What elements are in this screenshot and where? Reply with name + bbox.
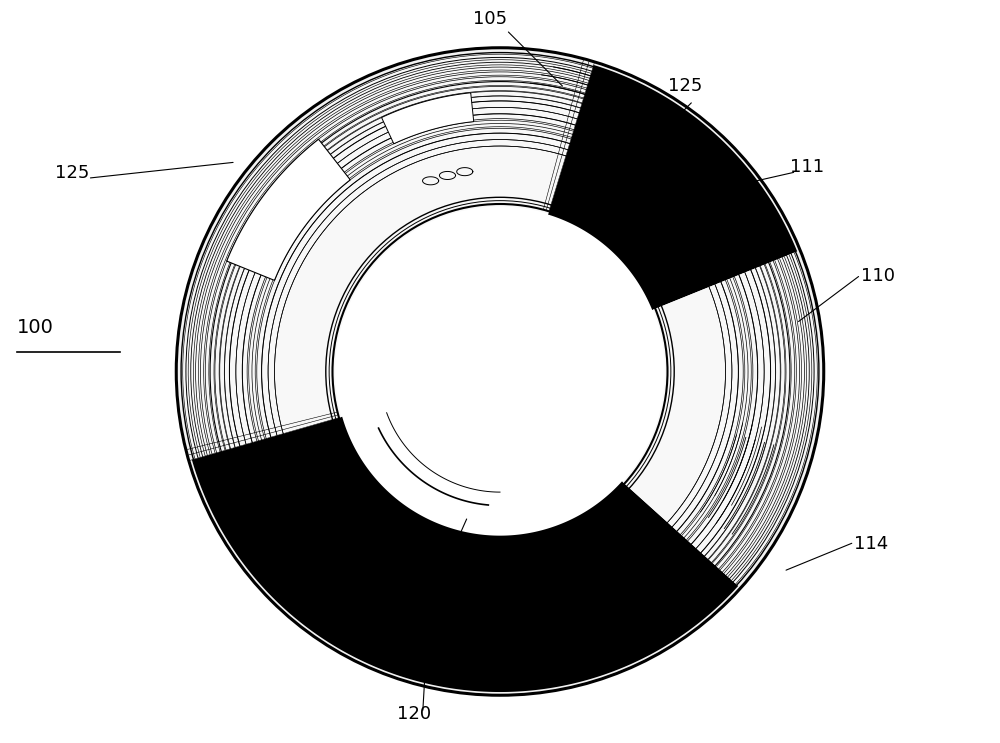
Polygon shape xyxy=(181,53,593,459)
Text: 110: 110 xyxy=(861,267,895,285)
Circle shape xyxy=(339,211,661,532)
Text: 125: 125 xyxy=(55,164,90,182)
Text: 105: 105 xyxy=(473,10,507,27)
Circle shape xyxy=(178,49,822,694)
Text: 114: 114 xyxy=(854,535,889,553)
Polygon shape xyxy=(548,65,797,310)
Text: 120: 120 xyxy=(397,705,431,724)
Polygon shape xyxy=(192,417,738,692)
Polygon shape xyxy=(623,252,819,585)
Text: 100: 100 xyxy=(17,318,54,337)
Polygon shape xyxy=(382,93,474,144)
Text: 111: 111 xyxy=(790,158,824,176)
Circle shape xyxy=(332,204,668,539)
Polygon shape xyxy=(227,139,350,280)
Text: 125: 125 xyxy=(668,77,702,95)
